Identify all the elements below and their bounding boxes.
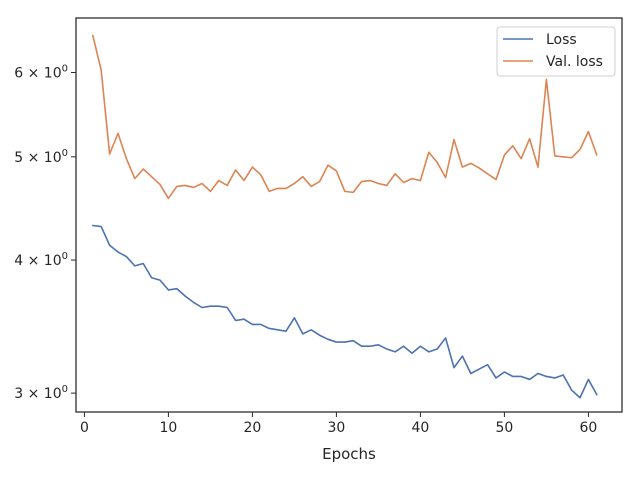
plot-area [76,18,622,412]
legend-label-loss: Loss [546,32,577,48]
plot-frame [75,17,623,413]
y-tick-label: 3 × 100 [14,384,68,402]
x-tick-label: 50 [495,420,513,436]
series-lines [92,34,598,399]
y-tick-label: 6 × 100 [14,63,68,81]
x-tick-label: 40 [411,420,429,436]
y-tick-label: 5 × 100 [14,148,68,166]
x-axis-label: Epochs [322,445,376,463]
legend-label-val-loss: Val. loss [546,54,603,70]
series-line-val-loss [92,34,598,200]
x-tick-label: 10 [159,420,177,436]
x-tick-label: 0 [80,420,89,436]
series-line-loss [92,224,598,399]
x-axis-ticks: 0 10 20 30 40 50 60 [80,412,597,436]
legend: Loss Val. loss [496,26,616,77]
x-tick-label: 20 [243,420,261,436]
x-tick-label: 60 [579,420,597,436]
y-axis-ticks: 3 × 100 4 × 100 5 × 100 6 × 100 [14,63,76,402]
x-tick-label: 30 [327,420,345,436]
y-tick-label: 4 × 100 [14,251,68,269]
